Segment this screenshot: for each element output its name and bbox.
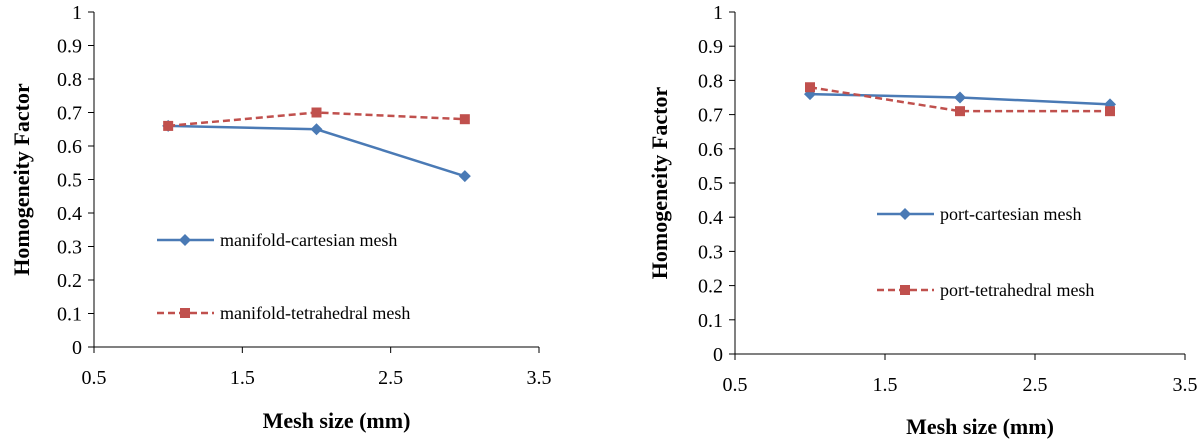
x-tick-label: 3.5 bbox=[527, 367, 552, 389]
data-point bbox=[1105, 106, 1115, 117]
data-point bbox=[180, 308, 190, 318]
y-tick-label: 0.4 bbox=[57, 203, 82, 225]
x-axis-title: Mesh size (mm) bbox=[906, 414, 1054, 439]
data-point bbox=[310, 123, 323, 136]
legend-label: port-cartesian mesh bbox=[940, 204, 1081, 224]
legend-label: manifold-tetrahedral mesh bbox=[220, 303, 410, 323]
x-axis-title: Mesh size (mm) bbox=[263, 408, 411, 433]
legend-entry: manifold-tetrahedral mesh bbox=[157, 303, 410, 323]
y-tick-label: 0.6 bbox=[57, 136, 82, 158]
y-tick-label: 1 bbox=[72, 2, 82, 24]
y-tick-label: 0.6 bbox=[698, 139, 723, 161]
y-tick-label: 0.3 bbox=[57, 237, 82, 259]
x-tick-label: 3.5 bbox=[1173, 374, 1198, 396]
y-tick-label: 0.8 bbox=[698, 70, 723, 92]
y-tick-label: 0.8 bbox=[57, 69, 82, 91]
data-point bbox=[459, 114, 470, 125]
x-tick-label: 0.5 bbox=[723, 374, 748, 396]
legend-entry: port-cartesian mesh bbox=[877, 204, 1081, 224]
y-tick-label: 0 bbox=[72, 337, 82, 359]
y-tick-label: 0.2 bbox=[57, 270, 82, 292]
x-tick-label: 1.5 bbox=[230, 367, 255, 389]
y-axis-title: Homogeneity Factor bbox=[9, 83, 34, 276]
y-tick-label: 0 bbox=[713, 344, 723, 366]
y-tick-label: 0.4 bbox=[698, 207, 723, 229]
x-tick-label: 0.5 bbox=[82, 367, 107, 389]
data-point bbox=[954, 91, 966, 104]
legend-label: manifold-cartesian mesh bbox=[220, 230, 397, 250]
data-point bbox=[458, 170, 471, 183]
y-axis-title: Homogeneity Factor bbox=[647, 87, 672, 280]
data-point bbox=[899, 208, 911, 220]
y-tick-label: 1 bbox=[713, 2, 723, 24]
data-point bbox=[179, 234, 191, 246]
y-tick-label: 0.3 bbox=[698, 241, 723, 263]
x-tick-label: 1.5 bbox=[873, 374, 898, 396]
y-tick-label: 0.9 bbox=[57, 36, 82, 58]
y-tick-label: 0.2 bbox=[698, 276, 723, 298]
chart-1: 0 0.1 0.2 0.3 0.4 0.5 0.6 0.7 0.8 0.9 1 0.5 1.5 2.5 3.… bbox=[9, 2, 552, 433]
series-line bbox=[809, 86, 1110, 113]
series-1 bbox=[162, 119, 471, 183]
chart-2: 0 0.1 0.2 0.3 0.4 0.5 0.6 0.7 0.8 0.9 1 0.5 1.5 2.5 3.… bbox=[647, 2, 1198, 439]
series-2 bbox=[163, 107, 470, 131]
x-tick-label: 2.5 bbox=[1023, 374, 1048, 396]
y-tick-label: 0.7 bbox=[698, 105, 723, 127]
y-tick-label: 0.7 bbox=[57, 103, 82, 125]
x-tick-label: 2.5 bbox=[378, 367, 403, 389]
y-tick-label: 0.1 bbox=[57, 304, 82, 326]
series-2 bbox=[805, 82, 1115, 117]
data-point bbox=[311, 107, 322, 118]
data-point bbox=[900, 285, 910, 295]
data-point bbox=[955, 106, 965, 117]
y-tick-label: 0.1 bbox=[698, 310, 723, 332]
legend-entry: port-tetrahedral mesh bbox=[877, 280, 1094, 300]
legend-entry: manifold-cartesian mesh bbox=[157, 230, 397, 250]
y-tick-label: 0.9 bbox=[698, 36, 723, 58]
y-tick-label: 0.5 bbox=[698, 173, 723, 195]
data-point bbox=[163, 120, 174, 131]
legend-label: port-tetrahedral mesh bbox=[940, 280, 1094, 300]
data-point bbox=[805, 82, 815, 93]
y-tick-label: 0.5 bbox=[57, 170, 82, 192]
